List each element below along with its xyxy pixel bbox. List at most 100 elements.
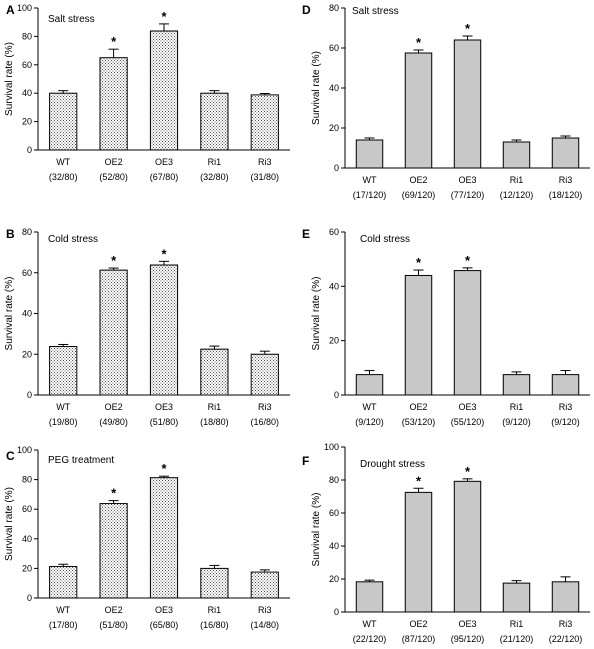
category-label: WT (363, 175, 377, 185)
category-label: OE2 (409, 175, 427, 185)
category-label: Ri3 (559, 619, 573, 629)
significance-marker: * (465, 464, 471, 479)
bar-wt (49, 346, 78, 396)
bar-ri1 (200, 92, 229, 151)
y-tick-label: 60 (22, 268, 32, 278)
panel-letter: E (302, 227, 310, 241)
category-label: Ri3 (258, 157, 272, 167)
count-label: (21/120) (500, 634, 534, 644)
significance-marker: * (416, 35, 422, 50)
bar-ri1 (502, 582, 531, 613)
y-tick-label: 60 (22, 60, 32, 70)
y-tick-label: 60 (329, 508, 339, 518)
y-tick-label: 60 (329, 43, 339, 53)
y-tick-label: 80 (22, 475, 32, 485)
panel-B: B Cold stress 0 20 40 60 80 Survival rate (%) WT… (4, 227, 290, 427)
y-tick-label: 0 (334, 607, 339, 617)
count-label: (16/80) (251, 417, 280, 427)
panel-letter: B (6, 227, 15, 241)
y-tick-label: 0 (334, 390, 339, 400)
y-tick-label: 20 (22, 349, 32, 359)
count-label: (18/120) (549, 190, 583, 200)
category-label: Ri3 (559, 175, 573, 185)
significance-marker: * (161, 246, 167, 261)
y-tick-label: 80 (22, 31, 32, 41)
category-label: OE2 (409, 402, 427, 412)
panel-F: F Drought stress 0 20 40 60 80 100 Survival rate… (302, 442, 590, 644)
count-label: (87/120) (402, 634, 436, 644)
significance-marker: * (416, 255, 422, 270)
count-label: (51/80) (150, 417, 179, 427)
y-axis-label: Survival rate (%) (311, 277, 322, 351)
count-label: (31/80) (251, 172, 280, 182)
category-label: Ri3 (559, 402, 573, 412)
category-label: WT (56, 605, 70, 615)
panel-letter: A (6, 3, 15, 17)
significance-marker: * (416, 473, 422, 488)
panel-letter: C (6, 449, 15, 463)
y-tick-label: 20 (329, 574, 339, 584)
significance-marker: * (161, 461, 167, 476)
significance-marker: * (111, 253, 117, 268)
chart-title: Cold stress (48, 234, 98, 245)
count-label: (9/120) (551, 417, 580, 427)
category-label: Ri1 (510, 619, 524, 629)
count-label: (18/80) (200, 417, 229, 427)
significance-marker: * (465, 21, 471, 36)
bar-oe3 (149, 477, 179, 599)
category-label: Ri1 (510, 402, 524, 412)
count-label: (67/80) (150, 172, 179, 182)
y-tick-label: 20 (329, 123, 339, 133)
category-label: OE2 (105, 605, 123, 615)
category-label: OE3 (458, 175, 476, 185)
bar-oe2 (404, 274, 433, 396)
count-label: (49/80) (99, 417, 128, 427)
y-tick-label: 0 (334, 163, 339, 173)
panel-letter: D (302, 3, 311, 17)
y-tick-label: 0 (27, 145, 32, 155)
category-label: OE3 (458, 402, 476, 412)
bar-wt (355, 374, 384, 396)
y-tick-label: 20 (22, 117, 32, 127)
category-label: OE3 (155, 605, 173, 615)
category-label: OE3 (155, 157, 173, 167)
category-label: OE3 (155, 402, 173, 412)
count-label: (22/120) (353, 634, 387, 644)
category-label: WT (363, 619, 377, 629)
category-label: Ri3 (258, 402, 272, 412)
count-label: (32/80) (200, 172, 229, 182)
panel-letter: F (302, 454, 309, 468)
y-tick-label: 0 (27, 593, 32, 603)
count-label: (32/80) (49, 172, 78, 182)
count-label: (51/80) (99, 620, 128, 630)
y-tick-label: 100 (324, 442, 339, 452)
y-tick-label: 40 (22, 309, 32, 319)
category-label: OE2 (105, 157, 123, 167)
chart-title: Salt stress (352, 6, 399, 17)
y-tick-label: 40 (329, 281, 339, 291)
count-label: (19/80) (49, 417, 78, 427)
y-axis-label: Survival rate (%) (4, 42, 15, 116)
y-tick-label: 80 (329, 3, 339, 13)
y-tick-label: 40 (22, 88, 32, 98)
count-label: (17/80) (49, 620, 78, 630)
bar-oe2 (99, 503, 128, 599)
bar-wt (49, 92, 78, 151)
bar-ri1 (502, 374, 531, 396)
y-axis-label: Survival rate (%) (4, 487, 15, 561)
bar-ri1 (200, 567, 229, 599)
count-label: (53/120) (402, 417, 436, 427)
count-label: (9/120) (355, 417, 384, 427)
bar-oe2 (99, 269, 128, 396)
y-tick-label: 60 (329, 227, 339, 237)
count-label: (14/80) (251, 620, 280, 630)
bar-oe3 (453, 480, 482, 613)
panel-D: D Salt stress 0 20 40 60 80 Survival rate (%) WT… (302, 3, 590, 200)
bar-oe3 (453, 270, 482, 396)
category-label: Ri1 (208, 402, 222, 412)
y-tick-label: 40 (329, 541, 339, 551)
bar-ri1 (200, 348, 229, 396)
count-label: (52/80) (99, 172, 128, 182)
bar-wt (355, 581, 384, 613)
